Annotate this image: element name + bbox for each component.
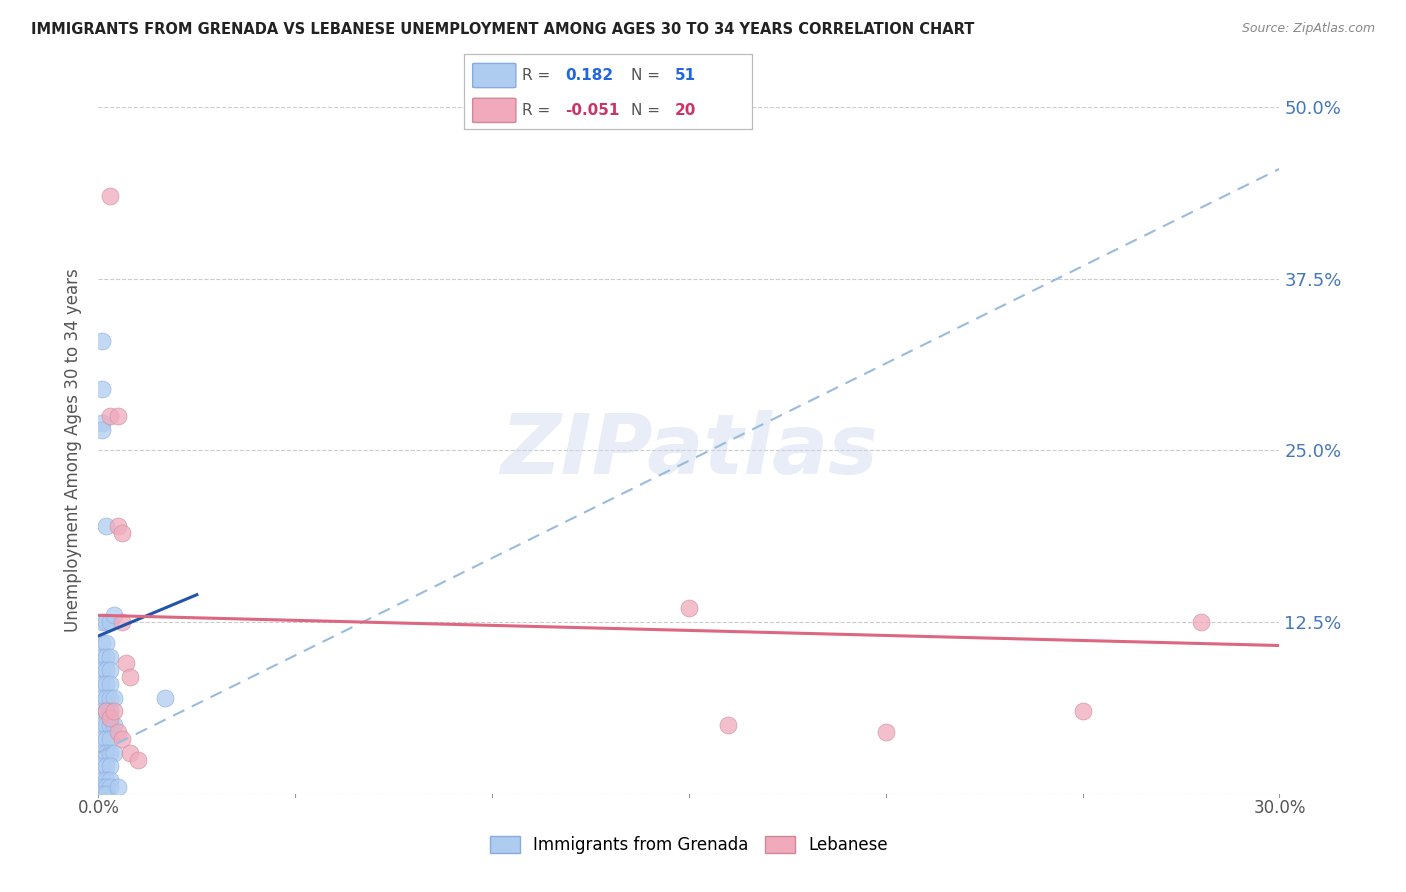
Point bbox=[91, 615, 114, 630]
Point bbox=[107, 725, 129, 739]
Point bbox=[91, 382, 114, 396]
Point bbox=[96, 705, 118, 719]
Point bbox=[98, 690, 121, 705]
FancyBboxPatch shape bbox=[472, 63, 516, 87]
Point bbox=[96, 677, 118, 691]
Point bbox=[98, 663, 121, 677]
Point bbox=[98, 746, 121, 760]
Legend: Immigrants from Grenada, Lebanese: Immigrants from Grenada, Lebanese bbox=[484, 830, 894, 861]
Point bbox=[96, 519, 118, 533]
Point bbox=[111, 731, 134, 746]
Point bbox=[107, 519, 129, 533]
Point bbox=[91, 663, 114, 677]
Text: IMMIGRANTS FROM GRENADA VS LEBANESE UNEMPLOYMENT AMONG AGES 30 TO 34 YEARS CORRE: IMMIGRANTS FROM GRENADA VS LEBANESE UNEM… bbox=[31, 22, 974, 37]
Point bbox=[118, 746, 141, 760]
Point bbox=[111, 615, 134, 630]
Point bbox=[875, 725, 897, 739]
Text: 51: 51 bbox=[675, 68, 696, 83]
Point bbox=[98, 677, 121, 691]
Y-axis label: Unemployment Among Ages 30 to 34 years: Unemployment Among Ages 30 to 34 years bbox=[65, 268, 83, 632]
Point bbox=[96, 746, 118, 760]
Point bbox=[96, 649, 118, 664]
FancyBboxPatch shape bbox=[472, 98, 516, 122]
Point bbox=[96, 773, 118, 788]
Point bbox=[98, 711, 121, 725]
Text: R =: R = bbox=[522, 68, 550, 83]
Point bbox=[98, 780, 121, 794]
Point bbox=[103, 718, 125, 732]
Point bbox=[1071, 705, 1094, 719]
Point bbox=[103, 705, 125, 719]
Point bbox=[91, 636, 114, 650]
Point bbox=[96, 718, 118, 732]
Point bbox=[91, 731, 114, 746]
Point bbox=[118, 670, 141, 684]
Point bbox=[107, 409, 129, 423]
Point bbox=[103, 746, 125, 760]
Text: N =: N = bbox=[631, 103, 661, 118]
Point bbox=[103, 608, 125, 623]
Point bbox=[98, 773, 121, 788]
Point bbox=[98, 718, 121, 732]
Point bbox=[96, 759, 118, 773]
Text: -0.051: -0.051 bbox=[565, 103, 619, 118]
Point bbox=[103, 690, 125, 705]
Point bbox=[98, 649, 121, 664]
Point bbox=[91, 759, 114, 773]
Point bbox=[127, 753, 149, 767]
Point bbox=[98, 189, 121, 203]
Point bbox=[98, 731, 121, 746]
Text: R =: R = bbox=[522, 103, 550, 118]
Point bbox=[115, 657, 138, 671]
Point bbox=[96, 636, 118, 650]
Point bbox=[96, 615, 118, 630]
Point bbox=[91, 746, 114, 760]
Point bbox=[111, 525, 134, 540]
Point bbox=[1189, 615, 1212, 630]
Point bbox=[96, 787, 118, 801]
Point bbox=[91, 334, 114, 348]
Point bbox=[96, 705, 118, 719]
Point bbox=[96, 780, 118, 794]
Point bbox=[98, 759, 121, 773]
Text: 0.182: 0.182 bbox=[565, 68, 613, 83]
Point bbox=[107, 780, 129, 794]
Point bbox=[678, 601, 700, 615]
Point bbox=[98, 409, 121, 423]
Point bbox=[98, 705, 121, 719]
Point bbox=[96, 690, 118, 705]
Point bbox=[91, 423, 114, 437]
Text: Source: ZipAtlas.com: Source: ZipAtlas.com bbox=[1241, 22, 1375, 36]
Point bbox=[155, 690, 177, 705]
Point bbox=[91, 690, 114, 705]
Point bbox=[96, 731, 118, 746]
Point bbox=[91, 677, 114, 691]
Text: ZIPatlas: ZIPatlas bbox=[501, 410, 877, 491]
Point bbox=[91, 718, 114, 732]
Text: N =: N = bbox=[631, 68, 661, 83]
Point bbox=[96, 663, 118, 677]
Point bbox=[91, 649, 114, 664]
Point bbox=[98, 615, 121, 630]
Point bbox=[91, 780, 114, 794]
Point bbox=[91, 705, 114, 719]
Point bbox=[91, 787, 114, 801]
Point bbox=[717, 718, 740, 732]
Point bbox=[91, 773, 114, 788]
Text: 20: 20 bbox=[675, 103, 696, 118]
Point bbox=[91, 416, 114, 430]
